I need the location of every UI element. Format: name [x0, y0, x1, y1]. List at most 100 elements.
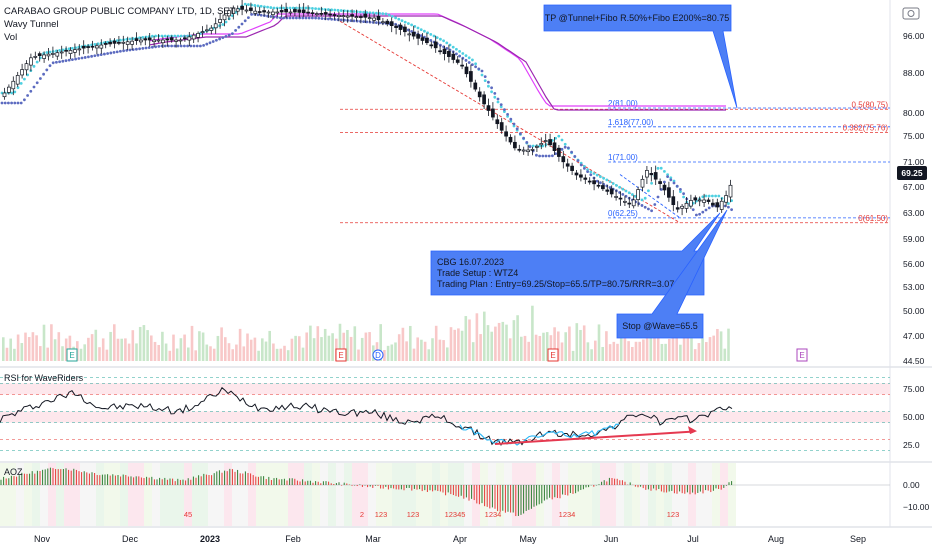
wave-dot-indigo: [74, 57, 77, 61]
wave-dot-cyan: [362, 10, 365, 14]
volume-bar: [468, 319, 471, 361]
event-marker-e[interactable]: E: [335, 348, 347, 362]
volume-bar: [194, 350, 197, 361]
wave-dot-indigo: [730, 208, 733, 212]
volume-bar: [368, 332, 371, 361]
aoz-bg-band: [320, 463, 328, 526]
event-marker-e[interactable]: E: [796, 348, 808, 362]
candle-body: [508, 136, 513, 143]
candle-body: [337, 14, 341, 17]
wave-dot-indigo: [605, 184, 609, 188]
aoz-bg-band: [104, 463, 112, 526]
wave-dot-indigo: [80, 56, 84, 60]
divergence-arrow[interactable]: [494, 430, 693, 445]
aoz-bg-band: [400, 463, 408, 526]
candle-body: [653, 172, 658, 180]
volume-bar: [364, 332, 368, 361]
volume-bar: [320, 337, 323, 361]
fib-trend-line[interactable]: [619, 174, 681, 219]
wave-dot-indigo: [682, 192, 685, 196]
volume-bar: [20, 343, 24, 361]
event-marker-e[interactable]: E: [547, 348, 559, 362]
wave-dot-indigo: [362, 20, 365, 24]
wave-dot-indigo: [467, 61, 471, 64]
wave-dot-indigo: [496, 97, 500, 101]
wave-dot-cyan: [359, 10, 362, 14]
aoz-bg-band: [48, 463, 56, 526]
wave-dot-cyan: [650, 181, 653, 185]
volume-bar: [490, 331, 493, 361]
candle-body: [491, 108, 495, 118]
volume-bar: [286, 350, 290, 361]
wave-dot-indigo: [570, 150, 573, 154]
wave-dot-indigo: [179, 44, 183, 48]
volume-bar: [505, 324, 508, 361]
volume-bar: [464, 316, 468, 361]
wave-dot-indigo: [327, 17, 330, 21]
volume-bar: [383, 350, 386, 361]
candle-body: [174, 39, 178, 42]
candle-body: [381, 21, 385, 24]
wave-dot-cyan: [317, 7, 321, 11]
wave-dot-cyan: [163, 34, 167, 38]
wave-dot-indigo: [119, 49, 122, 53]
volume-bar: [712, 335, 715, 361]
wave-dot-indigo: [250, 13, 254, 16]
volume-bar: [312, 338, 316, 361]
wave-dot-cyan: [253, 4, 257, 7]
volume-bar: [420, 339, 423, 361]
volume-bar: [523, 335, 527, 361]
wave-dot-indigo: [352, 19, 356, 23]
wave-dot-indigo: [269, 15, 273, 18]
candle-body: [473, 82, 478, 90]
aoz-count-label: 123: [407, 510, 420, 519]
volume-bar: [379, 324, 382, 361]
wave-dot-indigo: [653, 203, 657, 206]
rsi-overbought-band: [0, 383, 890, 395]
event-marker-d[interactable]: D: [372, 349, 384, 361]
x-tick-label: Feb: [285, 534, 301, 544]
volume-bar: [327, 335, 331, 361]
candle-body: [675, 207, 680, 210]
candle-body: [596, 184, 601, 187]
wave-dot-cyan: [311, 6, 314, 10]
volume-bar: [109, 331, 112, 361]
wave-dot-indigo: [205, 42, 209, 46]
y-tick-label: 67.00: [903, 182, 925, 192]
camera-icon[interactable]: [902, 7, 920, 20]
event-marker-e[interactable]: E: [66, 348, 78, 362]
candle-body: [319, 13, 324, 15]
wave-dot-indigo: [135, 47, 138, 51]
volume-bar: [264, 341, 268, 361]
candle-body: [130, 40, 134, 45]
candle-body: [425, 37, 429, 44]
candle-body: [587, 180, 592, 183]
candle-body: [235, 8, 240, 12]
volume-bar: [545, 332, 549, 361]
volume-bar: [575, 323, 579, 361]
wave-dot-cyan: [141, 36, 145, 39]
wave-dot-cyan: [727, 202, 730, 205]
candle-body: [178, 39, 183, 42]
candle-body: [715, 202, 720, 208]
stop-callout[interactable]: [616, 209, 728, 339]
wave-dot-indigo: [87, 55, 90, 59]
wave-dot-cyan: [714, 194, 717, 198]
aoz-bg-band: [224, 463, 232, 526]
wave-dot-indigo: [6, 101, 10, 105]
candle-body: [702, 199, 706, 203]
volume-bar: [409, 325, 412, 361]
candle-body: [605, 189, 610, 192]
volume-bar: [27, 337, 31, 361]
wave-dot-indigo: [349, 19, 353, 23]
aoz-bg-band: [296, 463, 304, 526]
tp-callout[interactable]: [543, 4, 738, 109]
volume-bar: [298, 336, 301, 361]
candle-body: [658, 181, 662, 184]
aoz-y-tick: 0.00: [903, 480, 920, 490]
aoz-bg-band: [56, 463, 64, 526]
wave-dot-indigo: [621, 193, 625, 196]
wave-dot-indigo: [330, 17, 333, 21]
